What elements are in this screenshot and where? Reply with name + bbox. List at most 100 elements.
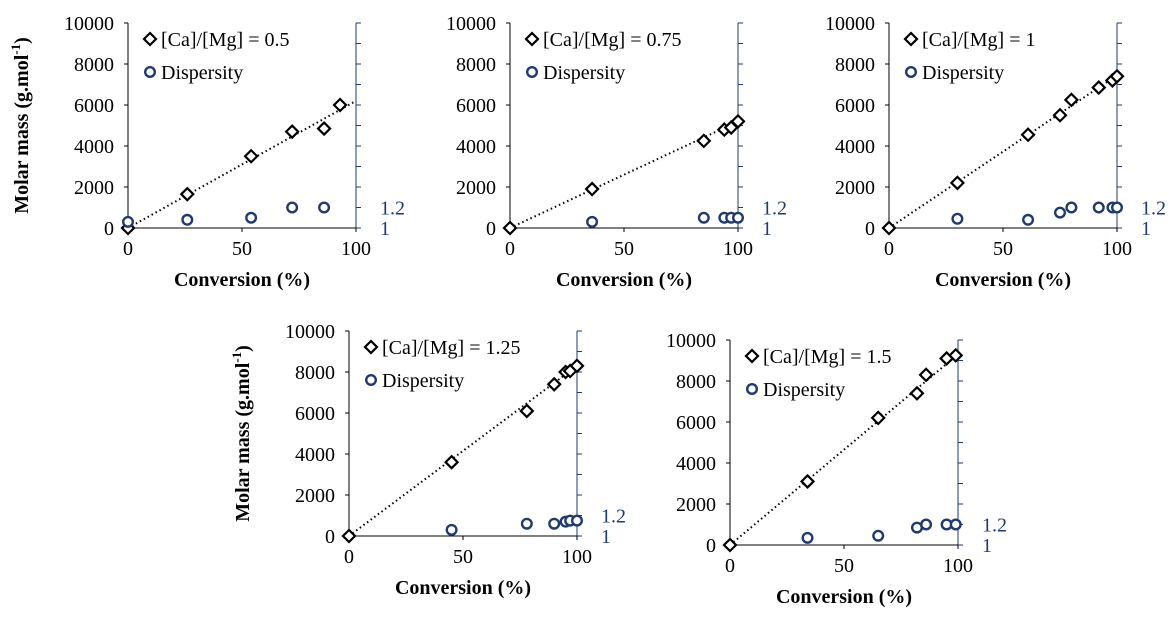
x-tick-label: 50: [232, 238, 252, 260]
y-axis-title-superscript: -1: [229, 352, 244, 363]
chart-panel-1: 0 2000 4000 6000 8000 10000 0 50 100 11.2 Conversi…: [8, 13, 405, 291]
y-axis-title: Molar mass (g.mol-1): [229, 345, 254, 522]
x-tick-label: 100: [562, 546, 592, 568]
molar-mass-point: [918, 367, 934, 383]
x-tick-label: 0: [123, 238, 133, 260]
legend-label-dispersity: Dispersity: [763, 379, 845, 401]
molar-mass-point: [949, 175, 965, 191]
y-tick-label: 4000: [835, 136, 875, 158]
y-tick-label: 10000: [446, 13, 496, 35]
y-tick-label: 6000: [456, 95, 496, 117]
chart-panel-3: 0 2000 4000 6000 8000 10000 0 50 100 11.2 Conversi…: [825, 13, 1166, 291]
dispersity-point: [121, 215, 134, 228]
x-tick-label: 50: [993, 238, 1013, 260]
dispersity-point: [445, 523, 458, 536]
x-axis-title: Conversion (%): [556, 269, 692, 291]
legend-label-dispersity: Dispersity: [161, 62, 243, 84]
trendline: [729, 353, 959, 546]
y-tick-label: 10000: [666, 330, 716, 352]
y-tick-label: 8000: [676, 371, 716, 393]
y2-tick-label: 1: [601, 526, 611, 548]
molar-mass-point: [569, 358, 585, 374]
legend-label-dispersity: Dispersity: [543, 62, 625, 84]
legend-label-molar-mass: [Ca]/[Mg] = 1.5: [763, 346, 891, 368]
molar-mass-point: [799, 473, 816, 490]
molar-mass-point: [909, 385, 925, 401]
x-axis-title: Conversion (%): [395, 577, 531, 599]
y-tick-label: 10000: [825, 13, 875, 35]
dispersity-point: [286, 201, 299, 214]
molar-mass-point: [1109, 68, 1125, 84]
legend-circle-icon: [143, 65, 156, 78]
dispersity-point: [920, 518, 933, 531]
x-tick-label: 0: [344, 546, 354, 568]
trendline: [127, 100, 357, 229]
x-tick-label: 100: [943, 555, 973, 577]
y2-tick-label: 1.2: [380, 198, 405, 220]
dispersity-point: [245, 211, 258, 224]
y2-tick-label: 1.2: [1141, 198, 1166, 220]
dispersity-point: [181, 213, 194, 226]
legend-diamond-icon: [524, 31, 540, 47]
y-tick-label: 6000: [74, 95, 114, 117]
molar-mass-point: [444, 454, 460, 470]
y-axis-title-main: Molar mass (g.mol: [11, 54, 33, 213]
y2-tick-label: 1.2: [982, 515, 1007, 537]
legend-label-molar-mass: [Ca]/[Mg] = 1: [922, 29, 1035, 51]
x-tick-label: 50: [614, 238, 634, 260]
legend-label-molar-mass: [Ca]/[Mg] = 1.25: [382, 337, 520, 359]
y-tick-label: 4000: [456, 136, 496, 158]
molar-mass-point: [948, 347, 964, 363]
dispersity-point: [1092, 201, 1105, 214]
x-tick-label: 0: [505, 238, 515, 260]
y-tick-label: 8000: [835, 54, 875, 76]
dispersity-point: [872, 529, 885, 542]
dispersity-point: [732, 211, 745, 224]
molar-mass-point: [502, 220, 518, 236]
molar-mass-point: [1091, 80, 1107, 96]
legend-circle-icon: [746, 383, 759, 396]
y-tick-label: 2000: [295, 485, 335, 507]
dispersity-point: [697, 211, 710, 224]
x-tick-label: 0: [884, 238, 894, 260]
y-axis-title: Molar mass (g.mol-1): [8, 37, 33, 214]
y-tick-label: 2000: [676, 494, 716, 516]
x-tick-label: 100: [1102, 238, 1132, 260]
legend-label-dispersity: Dispersity: [382, 370, 464, 392]
y-tick-label: 6000: [835, 95, 875, 117]
molar-mass-point: [1020, 127, 1036, 143]
dispersity-point: [949, 518, 962, 531]
molar-mass-point: [316, 121, 332, 137]
chart-panel-4: 0 2000 4000 6000 8000 10000 0 50 100 11.2 Conversi…: [229, 321, 626, 599]
y-tick-label: 0: [706, 535, 716, 557]
y-tick-label: 2000: [456, 177, 496, 199]
y-tick-label: 10000: [285, 321, 335, 343]
x-axis-title: Conversion (%): [174, 269, 310, 291]
legend-circle-icon: [526, 65, 539, 78]
x-tick-label: 50: [453, 546, 473, 568]
molar-mass-point: [1052, 107, 1068, 123]
x-axis-title: Conversion (%): [935, 269, 1071, 291]
legend-diamond-icon: [142, 31, 158, 47]
y-axis-title-close: ): [11, 37, 33, 44]
y2-tick-label: 1.2: [762, 198, 787, 220]
dispersity-point: [1065, 201, 1078, 214]
molar-mass-point: [284, 124, 300, 140]
dispersity-point: [586, 215, 599, 228]
y-tick-label: 0: [325, 526, 335, 548]
y-tick-label: 0: [865, 218, 875, 240]
y2-tick-label: 1: [380, 218, 390, 240]
molar-mass-point: [341, 528, 357, 544]
dispersity-point: [1053, 206, 1066, 219]
dispersity-point: [571, 514, 584, 527]
molar-mass-point: [722, 537, 738, 553]
x-tick-label: 100: [723, 238, 753, 260]
x-tick-label: 100: [341, 238, 371, 260]
molar-mass-point: [696, 133, 712, 149]
dispersity-point: [520, 517, 533, 530]
chart-panel-2: 0 2000 4000 6000 8000 10000 0 50 100 11.2 Conversi…: [446, 13, 787, 291]
molar-mass-point: [179, 186, 195, 202]
molar-mass-point: [584, 181, 600, 197]
x-tick-label: 50: [834, 555, 854, 577]
dispersity-point: [801, 531, 814, 544]
